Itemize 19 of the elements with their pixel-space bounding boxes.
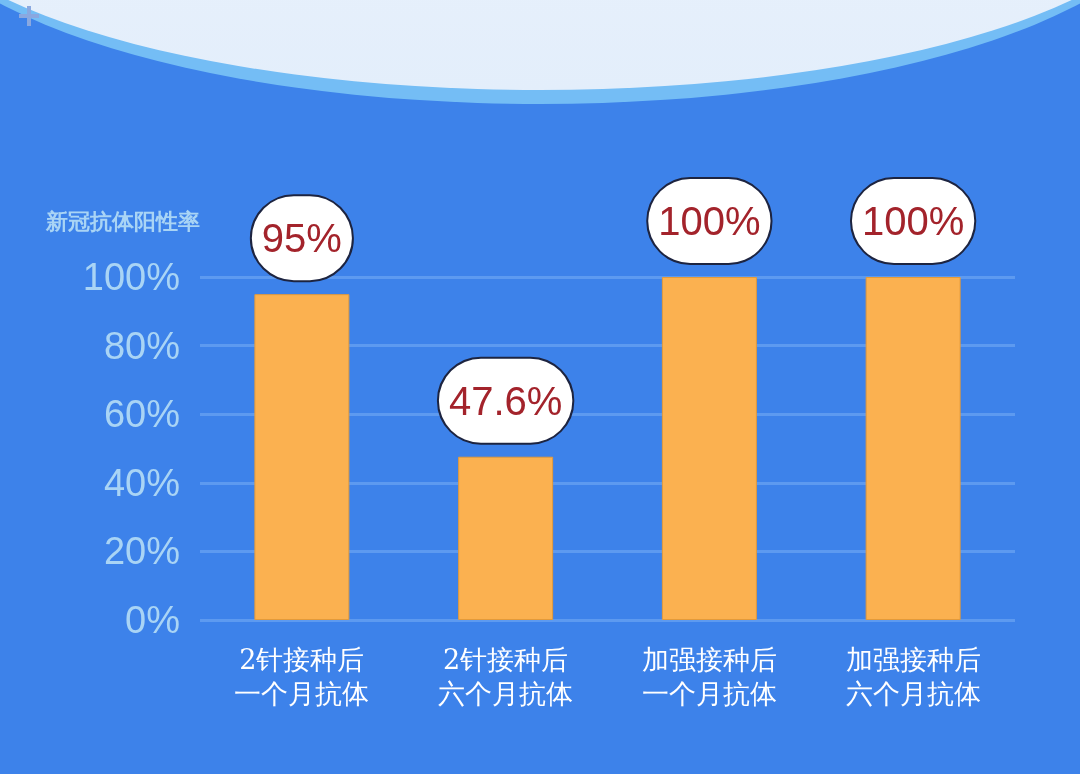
data-label: 100% (658, 199, 761, 243)
y-axis-title: 新冠抗体阳性率 (45, 208, 200, 234)
bar (458, 456, 554, 620)
y-tick-label: 0% (125, 599, 180, 641)
y-tick-label: 80% (103, 324, 180, 367)
bar (661, 277, 757, 620)
y-tick-label: 100% (82, 256, 180, 298)
x-tick-label: 加强接种后一个月抗体 (641, 643, 777, 709)
bar (865, 277, 961, 620)
data-label: 95% (261, 216, 342, 261)
bar (254, 294, 350, 620)
data-label: 100% (861, 199, 965, 243)
y-tick-label: 60% (103, 393, 180, 436)
x-tick-label: 加强接种后六个月抗体 (845, 643, 981, 709)
y-tick-label: 20% (103, 530, 180, 573)
y-tick-label: 40% (103, 461, 180, 504)
data-label: 47.6% (448, 378, 563, 423)
x-tick-label: 2针接种后六个月抗体 (438, 643, 574, 709)
x-tick-label: 2针接种后一个月抗体 (234, 643, 370, 709)
